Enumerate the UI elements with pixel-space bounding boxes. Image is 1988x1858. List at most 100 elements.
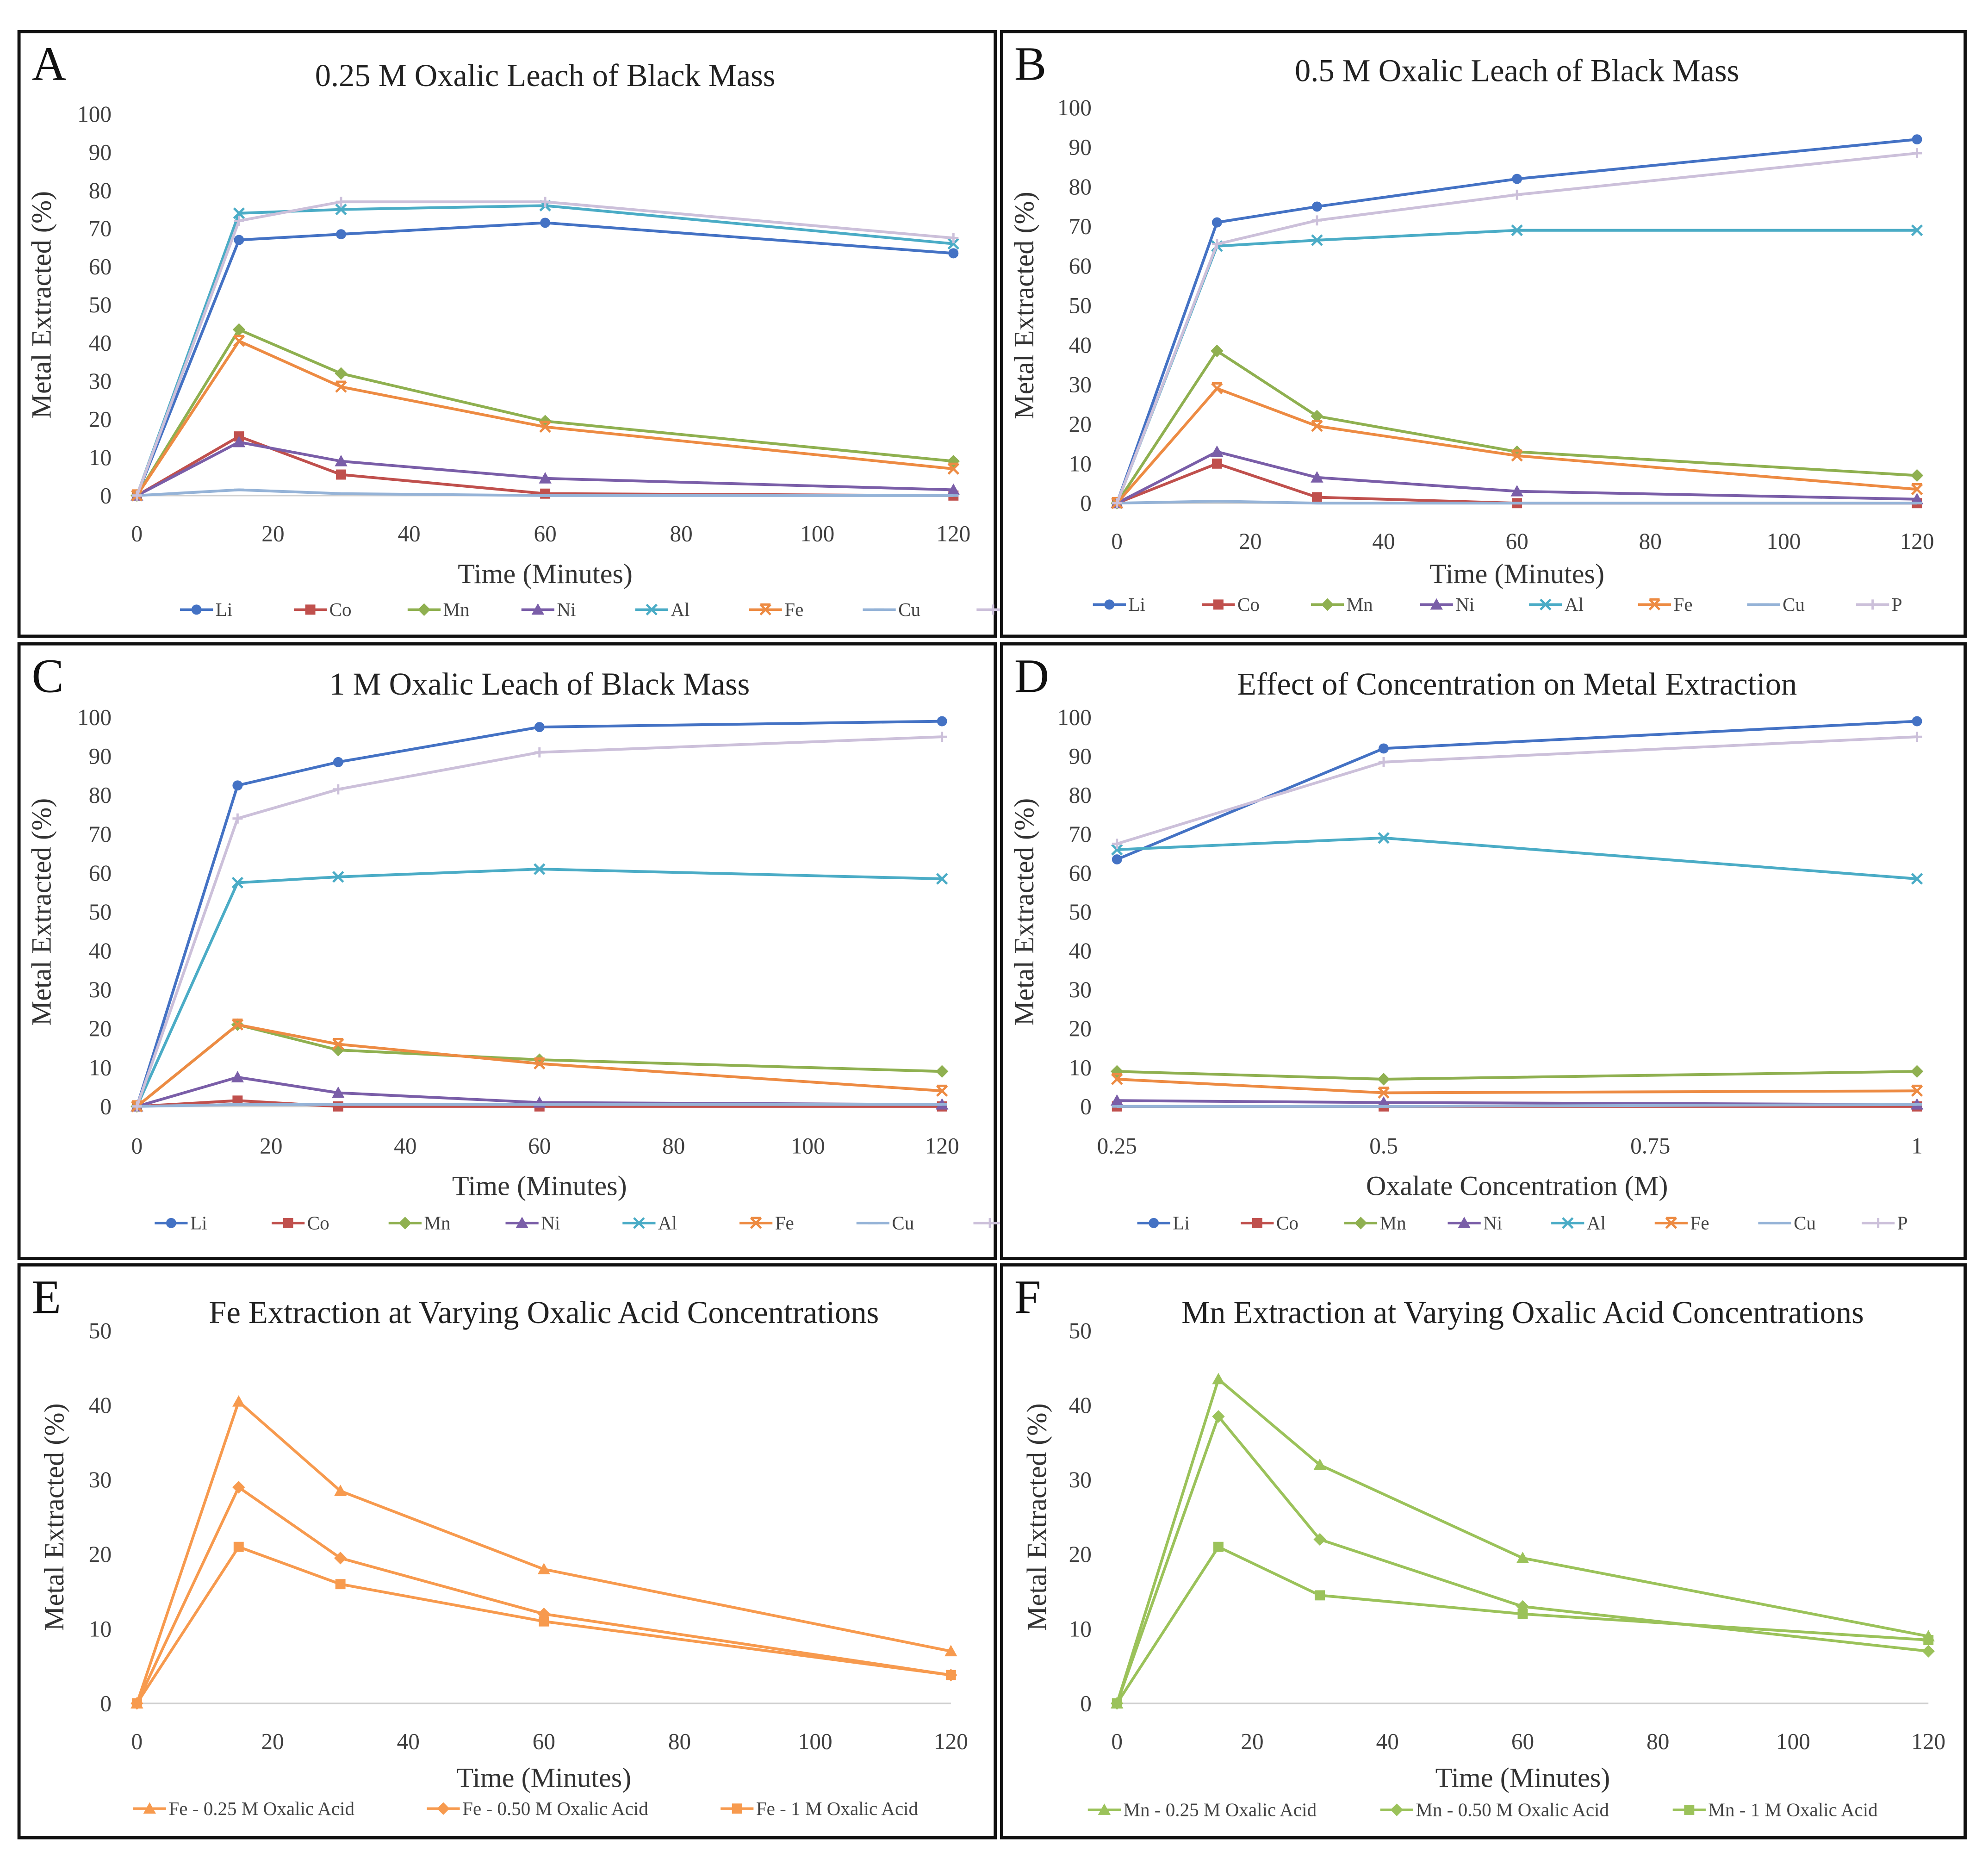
data-point bbox=[332, 871, 344, 883]
legend-marker bbox=[437, 1802, 450, 1815]
y-tick-label: 100 bbox=[77, 101, 112, 127]
data-point bbox=[1211, 217, 1222, 228]
legend-marker bbox=[305, 604, 316, 615]
panel-border bbox=[17, 1263, 997, 1839]
data-point bbox=[333, 757, 343, 767]
x-tick-label: 100 bbox=[800, 521, 834, 546]
legend-marker bbox=[1149, 1218, 1159, 1228]
y-tick-label: 40 bbox=[89, 330, 112, 356]
x-tick-label: 40 bbox=[398, 521, 420, 546]
panel-letter: E bbox=[31, 1270, 61, 1324]
legend-label: Al bbox=[671, 599, 690, 620]
legend-marker bbox=[166, 1218, 176, 1228]
series-p bbox=[1112, 732, 1922, 849]
data-point bbox=[1516, 1552, 1529, 1563]
legend-label: Mn - 0.25 M Oxalic Acid bbox=[1123, 1799, 1317, 1821]
legend-label: Al bbox=[658, 1212, 677, 1234]
legend-label: Co bbox=[1276, 1212, 1298, 1234]
y-tick-label: 10 bbox=[1069, 1616, 1092, 1641]
x-axis-title: Time (Minutes) bbox=[1435, 1763, 1610, 1794]
legend-item: Fe bbox=[749, 599, 803, 620]
legend-item: Ni bbox=[521, 599, 576, 620]
panel-letter: A bbox=[31, 37, 66, 91]
y-tick-label: 60 bbox=[1069, 253, 1092, 279]
legend-item: Li bbox=[180, 599, 232, 620]
chart-panel-b: B 0.5 M Oxalic Leach of Black Mass 0 10 20 30… bbox=[1000, 30, 1967, 638]
data-point bbox=[1910, 493, 1924, 504]
legend-item: Mn bbox=[1344, 1212, 1406, 1234]
legend-marker bbox=[732, 1803, 742, 1814]
legend-item: Fe bbox=[1638, 594, 1693, 615]
data-point bbox=[1311, 420, 1323, 432]
x-tick-label: 120 bbox=[936, 521, 970, 546]
chart-panel-e: E Fe Extraction at Varying Oxalic Acid Co… bbox=[17, 1263, 997, 1839]
legend-marker bbox=[1562, 1217, 1574, 1229]
x-tick-label: 0 bbox=[1111, 1728, 1123, 1754]
legend-label: Co bbox=[307, 1212, 329, 1234]
data-point bbox=[540, 488, 551, 499]
legend-item: Cu bbox=[856, 1212, 914, 1234]
x-tick-label: 120 bbox=[934, 1728, 968, 1754]
x-tick-label: 80 bbox=[1639, 528, 1662, 554]
data-point bbox=[336, 469, 346, 480]
y-tick-label: 50 bbox=[89, 1318, 112, 1343]
data-point bbox=[233, 1541, 244, 1552]
y-tick-label: 90 bbox=[89, 744, 112, 769]
x-tick-label: 100 bbox=[1776, 1728, 1810, 1754]
y-tick-label: 50 bbox=[89, 899, 112, 925]
legend-marker bbox=[417, 603, 431, 616]
data-point bbox=[947, 483, 960, 495]
legend-item: Al bbox=[622, 1212, 677, 1234]
x-tick-label: 0 bbox=[131, 521, 143, 546]
legend-marker bbox=[398, 1217, 412, 1230]
data-point bbox=[540, 217, 551, 228]
y-axis-title: Metal Extracted (%) bbox=[26, 798, 57, 1026]
y-tick-label: 0 bbox=[1080, 1690, 1092, 1716]
x-axis-title: Time (Minutes) bbox=[456, 1763, 631, 1794]
legend-marker bbox=[1648, 598, 1661, 611]
x-tick-label: 20 bbox=[1239, 528, 1261, 554]
data-point bbox=[1911, 873, 1923, 885]
y-tick-label: 50 bbox=[1069, 1318, 1092, 1343]
data-point bbox=[1211, 458, 1222, 469]
y-tick-label: 30 bbox=[1069, 372, 1092, 397]
chart-title: 0.5 M Oxalic Leach of Black Mass bbox=[1295, 53, 1739, 88]
data-point bbox=[1315, 1590, 1325, 1601]
data-point bbox=[232, 780, 243, 791]
x-tick-label: 0.25 bbox=[1097, 1133, 1137, 1158]
legend-label: Fe - 0.50 M Oxalic Acid bbox=[462, 1798, 648, 1819]
chart-title: 1 M Oxalic Leach of Black Mass bbox=[329, 666, 750, 702]
y-tick-label: 20 bbox=[89, 406, 112, 432]
data-point bbox=[1511, 224, 1523, 236]
x-tick-label: 20 bbox=[260, 1133, 282, 1158]
panel-border bbox=[1000, 30, 1967, 638]
data-point bbox=[1912, 716, 1922, 727]
x-axis-title: Time (Minutes) bbox=[458, 559, 633, 590]
legend-item: Li bbox=[1137, 1212, 1190, 1234]
data-point bbox=[1312, 492, 1322, 503]
x-tick-label: 40 bbox=[394, 1133, 416, 1158]
y-tick-label: 40 bbox=[1069, 1392, 1092, 1418]
y-tick-label: 30 bbox=[89, 977, 112, 1002]
legend-item: Fe bbox=[1654, 1212, 1709, 1234]
data-point bbox=[1311, 410, 1323, 423]
y-tick-label: 60 bbox=[89, 860, 112, 886]
x-tick-label: 20 bbox=[1241, 1728, 1263, 1754]
data-point bbox=[539, 472, 552, 484]
legend-label: Li bbox=[1173, 1212, 1190, 1234]
y-axis-title: Metal Extracted (%) bbox=[1009, 192, 1040, 419]
x-tick-label: 20 bbox=[261, 1728, 284, 1754]
legend-item: Mn - 0.25 M Oxalic Acid bbox=[1087, 1799, 1317, 1821]
legend-label: Ni bbox=[557, 599, 576, 620]
x-tick-label: 120 bbox=[1900, 528, 1934, 554]
legend-item: Fe - 1 M Oxalic Acid bbox=[721, 1798, 919, 1819]
data-point bbox=[335, 203, 347, 216]
legend-label: P bbox=[1897, 1212, 1908, 1234]
y-axis-title: Metal Extracted (%) bbox=[39, 1403, 70, 1631]
legend-marker bbox=[988, 604, 998, 615]
y-tick-label: 10 bbox=[89, 1616, 112, 1641]
x-tick-label: 1 bbox=[1911, 1133, 1923, 1158]
legend-item: Fe - 0.25 M Oxalic Acid bbox=[133, 1798, 355, 1819]
y-tick-label: 30 bbox=[1069, 1467, 1092, 1492]
